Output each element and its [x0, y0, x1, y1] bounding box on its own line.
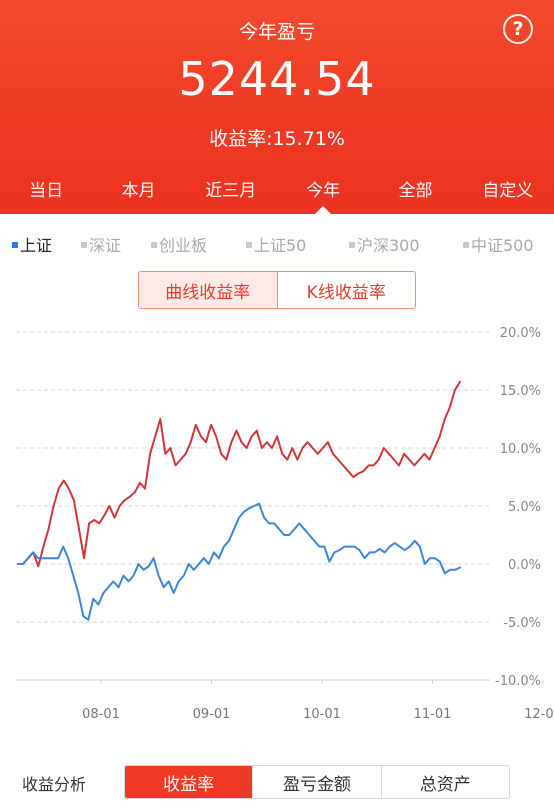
legend-marker — [246, 242, 252, 248]
legend-marker — [151, 242, 157, 248]
kline-return-button[interactable]: K线收益率 — [306, 282, 386, 303]
y-tick-label: 0.0% — [508, 558, 541, 573]
page-title: 今年盈亏 — [238, 21, 315, 43]
y-tick-label: 20.0% — [500, 326, 541, 341]
index-label: 深证 — [89, 236, 122, 255]
help-icon[interactable]: ? — [503, 14, 533, 44]
chart-mode-toggle: 曲线收益率 K线收益率 — [138, 271, 416, 309]
index-label: 创业板 — [159, 236, 208, 255]
index-shenzhen[interactable]: 深证 — [81, 232, 121, 256]
y-tick-label: -5.0% — [503, 616, 541, 631]
profit-header: 今年盈亏 ? 5244.54 收益率:15.71% 当日 本月 近三月 今年 全… — [0, 0, 554, 214]
y-tick-label: 15.0% — [500, 384, 541, 399]
index-label: 中证500 — [471, 236, 534, 255]
portfolio-return-line — [17, 380, 461, 568]
analysis-bar: 收益分析 收益率 盈亏金额 总资产 — [0, 762, 554, 802]
tab-return-rate[interactable]: 收益率 — [125, 766, 253, 798]
tab-total-assets[interactable]: 总资产 — [380, 766, 509, 798]
y-tick-label: 5.0% — [508, 500, 541, 515]
x-tick-label: 08-01 — [82, 707, 120, 722]
return-rate: 收益率:15.71% — [209, 128, 345, 150]
x-tick-label: 11-01 — [414, 707, 452, 722]
index-csi300[interactable]: 沪深300 — [349, 232, 420, 256]
index-return-line — [17, 502, 461, 621]
tab-this-month[interactable]: 本月 — [121, 181, 156, 201]
index-label: 上证 — [20, 236, 53, 255]
period-tabs: 当日 本月 近三月 今年 全部 自定义 — [0, 170, 554, 214]
legend-marker — [81, 242, 87, 248]
analysis-label: 收益分析 — [22, 775, 87, 794]
curve-return-button[interactable]: 曲线收益率 — [139, 272, 278, 308]
tab-all[interactable]: 全部 — [398, 181, 433, 201]
legend-marker — [349, 242, 355, 248]
index-selector: 上证 深证 创业板 上证50 沪深300 中证500 — [0, 232, 554, 260]
index-sse50[interactable]: 上证50 — [246, 232, 306, 256]
index-label: 沪深300 — [357, 236, 420, 255]
index-shanghai[interactable]: 上证 — [12, 232, 52, 256]
y-tick-label: -10.0% — [495, 674, 541, 689]
x-tick-label: 12-01 — [524, 707, 554, 722]
tab-profit-amount[interactable]: 盈亏金额 — [252, 766, 380, 798]
tab-custom[interactable]: 自定义 — [482, 181, 534, 201]
index-label: 上证50 — [254, 236, 307, 255]
tab-this-year[interactable]: 今年 — [277, 170, 369, 214]
profit-amount: 5244.54 — [178, 52, 376, 106]
return-chart: 20.0% 15.0% 10.0% 5.0% 0.0% -5.0% -10.0% 08-01 0… — [16, 326, 554, 722]
x-tick-label: 10-01 — [303, 707, 341, 722]
y-tick-label: 10.0% — [500, 442, 541, 457]
index-chinext[interactable]: 创业板 — [151, 232, 207, 256]
analysis-tabs: 收益率 盈亏金额 总资产 — [124, 765, 510, 799]
tab-today[interactable]: 当日 — [29, 181, 64, 201]
legend-marker — [12, 242, 18, 248]
index-csi500[interactable]: 中证500 — [463, 232, 534, 256]
x-tick-label: 09-01 — [193, 707, 231, 722]
legend-marker — [463, 242, 469, 248]
tab-three-months[interactable]: 近三月 — [205, 181, 257, 201]
